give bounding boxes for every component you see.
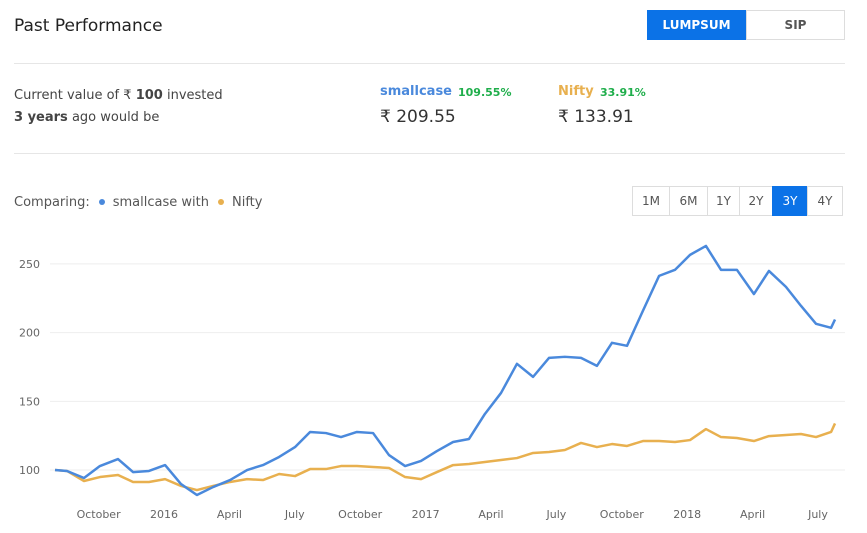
amount: 100 bbox=[135, 88, 163, 103]
legend-connector: with bbox=[181, 195, 209, 210]
x-tick-label: July bbox=[545, 508, 566, 521]
period-button[interactable]: 4Y bbox=[807, 186, 843, 216]
y-tick-label: 200 bbox=[19, 327, 40, 340]
x-tick-label: October bbox=[77, 508, 121, 521]
x-tick-label: April bbox=[217, 508, 242, 521]
x-tick-label: 2017 bbox=[412, 508, 440, 521]
x-tick-label: 2016 bbox=[150, 508, 178, 521]
y-tick-label: 100 bbox=[19, 464, 40, 477]
period-button[interactable]: 2Y bbox=[739, 186, 773, 216]
years: 3 years bbox=[14, 110, 68, 125]
item-name: smallcase bbox=[380, 84, 453, 99]
legend-dot bbox=[218, 198, 224, 205]
y-tick-label: 250 bbox=[19, 258, 40, 271]
summary-line1: Current value of ₹ 100 invested bbox=[14, 88, 223, 103]
legend-name: Nifty bbox=[232, 195, 263, 210]
y-tick-label: 150 bbox=[19, 395, 40, 408]
period-button[interactable]: 1Y bbox=[707, 186, 740, 216]
divider bbox=[14, 153, 845, 154]
period-button[interactable]: 3Y bbox=[772, 186, 808, 216]
item-change: 33.91% bbox=[600, 86, 646, 99]
title: Past Performance bbox=[14, 16, 163, 36]
text: Current value of ₹ bbox=[14, 88, 132, 103]
item-value: ₹ 133.91 bbox=[558, 107, 634, 127]
summary-line2: 3 years ago would be bbox=[14, 110, 159, 125]
x-tick-label: 2018 bbox=[673, 508, 701, 521]
series-line bbox=[54, 422, 837, 492]
text: ago would be bbox=[71, 110, 160, 125]
legend-name: smallcase bbox=[112, 195, 178, 210]
x-tick-label: April bbox=[740, 508, 765, 521]
period-button[interactable]: 1M bbox=[632, 186, 670, 216]
divider bbox=[14, 63, 845, 64]
comparing: Comparing: smallcase with Nifty bbox=[14, 195, 262, 210]
legend-dot bbox=[98, 198, 105, 205]
x-tick-label: July bbox=[807, 508, 828, 521]
item-value: ₹ 209.55 bbox=[380, 107, 456, 127]
x-tick-label: October bbox=[600, 508, 644, 521]
item-change: 109.55% bbox=[458, 86, 512, 99]
x-tick-label: July bbox=[284, 508, 305, 521]
item-name: Nifty bbox=[558, 84, 594, 99]
x-tick-label: October bbox=[338, 508, 382, 521]
series-line bbox=[54, 244, 837, 497]
period-button[interactable]: 6M bbox=[669, 186, 708, 216]
text: invested bbox=[166, 88, 223, 103]
x-tick-label: April bbox=[478, 508, 503, 521]
tab-button[interactable]: SIP bbox=[746, 10, 845, 40]
tab-button[interactable]: LUMPSUM bbox=[647, 10, 746, 40]
comparing-label: Comparing: bbox=[14, 195, 90, 210]
